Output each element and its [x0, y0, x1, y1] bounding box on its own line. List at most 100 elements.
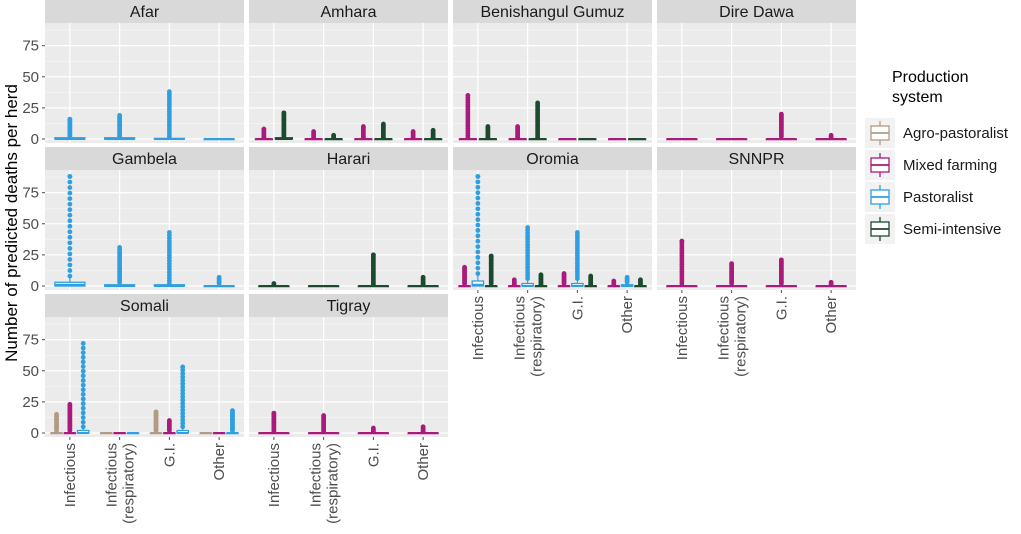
box-mixed-farming-infectious: [63, 401, 77, 435]
box-pastoralist-infectious: [76, 341, 90, 434]
box-mixed-farming-infectious-respiratory: [304, 129, 323, 141]
box-mixed-farming-infectious: [666, 238, 698, 288]
x-tick-label-line: G.I.: [161, 443, 178, 467]
panel-afar: Afar 0 25 50 75: [22, 0, 244, 148]
outlier-point: [778, 257, 784, 263]
outlier-point: [611, 278, 617, 284]
box-semi-intensive-other: [634, 277, 647, 288]
outlier-point: [80, 378, 86, 383]
box-semi-intensive-infectious-respiratory: [534, 272, 548, 288]
outlier-point: [535, 100, 541, 106]
box-mixed-farming-g-i: [765, 257, 798, 288]
outlier-point: [271, 410, 277, 416]
box-semi-intensive-infectious: [478, 124, 498, 141]
outlier-point: [180, 417, 186, 423]
outlier-point: [166, 230, 172, 235]
box-mixed-farming-g-i: [354, 124, 373, 141]
outlier-point: [166, 89, 172, 95]
box-mixed-farming-other: [607, 278, 621, 288]
outlier-point: [80, 419, 86, 425]
box-mixed-farming-g-i: [558, 138, 577, 141]
x-tick-label: G.I.: [161, 443, 178, 467]
x-tick-label: Infectious: [62, 443, 79, 507]
outlier-point: [216, 274, 222, 280]
outlier-point: [180, 407, 186, 413]
box-semi-intensive-g-i: [578, 138, 597, 141]
outlier-point: [67, 174, 73, 179]
outlier-point: [475, 265, 481, 271]
outlier-point: [475, 254, 481, 260]
outlier-point: [475, 222, 481, 228]
strip-label: Harari: [327, 151, 371, 168]
box-pastoralist-infectious: [54, 174, 86, 287]
box-mixed-farming-infectious: [666, 138, 698, 141]
outlier-point: [370, 252, 376, 258]
box-pastoralist-infectious: [54, 116, 86, 140]
panel-background: [453, 170, 652, 290]
legend-item-agro-pastoralist: Agro-pastoralist: [865, 118, 1009, 148]
strip-label: Benishangul Gumuz: [480, 4, 624, 21]
box-mixed-farming-other: [212, 432, 226, 435]
x-tick-label-line: Infectious: [512, 296, 529, 360]
box-mixed-farming-infectious: [254, 126, 274, 141]
outlier-point: [828, 132, 834, 138]
legend-label: Agro-pastoralist: [903, 125, 1009, 142]
outlier-point: [80, 373, 86, 379]
outlier-point: [561, 271, 567, 276]
x-tick-label-line: Other: [823, 296, 840, 334]
x-tick-label: G.I.: [365, 443, 382, 467]
box-semi-intensive-other: [407, 274, 439, 288]
outlier-point: [538, 272, 544, 278]
strip-snnpr: [657, 147, 856, 170]
outlier-point: [67, 179, 73, 185]
outlier-point: [488, 253, 494, 259]
y-tick-label: 25: [22, 394, 39, 411]
y-tick-label: 75: [22, 38, 39, 55]
box-agro-pastoralist-g-i: [149, 409, 163, 435]
outlier-point: [67, 116, 73, 122]
outlier-point: [475, 217, 481, 223]
x-tick-label: Infectious(respiratory): [716, 296, 750, 377]
outlier-point: [180, 367, 186, 373]
outlier-point: [475, 260, 481, 266]
outlier-point: [729, 261, 735, 266]
box-agro-pastoralist-infectious-respiratory: [99, 432, 113, 435]
outlier-point: [475, 228, 481, 233]
strip-label: Oromia: [526, 151, 579, 168]
outlier-point: [475, 195, 481, 201]
x-tick-label-line: Infectious: [104, 443, 121, 507]
box-pastoralist-g-i: [176, 364, 190, 434]
outlier-point: [180, 411, 186, 416]
outlier-point: [67, 218, 73, 224]
outlier-point: [180, 374, 186, 380]
outlier-point: [80, 391, 86, 397]
x-tick-label-line: Infectious: [674, 296, 691, 360]
x-tick-label-line: (respiratory): [121, 443, 138, 524]
box-pastoralist-other: [620, 274, 634, 287]
outlier-point: [475, 184, 481, 190]
box-mixed-farming-infectious-respiratory: [507, 277, 521, 288]
outlier-point: [67, 245, 73, 251]
outlier-point: [462, 264, 467, 270]
legend-title: Production: [892, 69, 969, 86]
x-tick-label: G.I.: [773, 296, 790, 320]
outlier-point: [475, 174, 481, 179]
legend-label: Semi-intensive: [903, 221, 1001, 238]
box-mixed-farming-infectious: [458, 264, 471, 288]
box-semi-intensive-infectious: [484, 253, 498, 288]
strip-oromia: [453, 147, 652, 170]
box-pastoralist-other: [203, 138, 235, 141]
panel-background: [249, 170, 448, 290]
x-tick-label-line: (respiratory): [529, 296, 546, 377]
outlier-point: [80, 354, 86, 360]
outlier-point: [180, 414, 186, 420]
outlier-point: [370, 425, 376, 431]
outlier-point: [475, 233, 481, 239]
outlier-point: [511, 277, 517, 283]
y-axis-title: Number of predicted deaths per herd: [2, 84, 21, 362]
outlier-point: [67, 234, 73, 240]
x-tick-label-line: Other: [619, 296, 636, 334]
x-tick-label-line: Infectious: [470, 296, 487, 360]
